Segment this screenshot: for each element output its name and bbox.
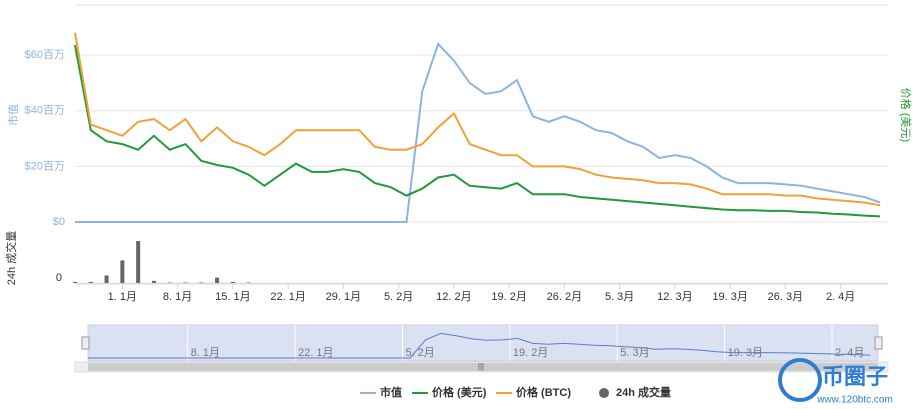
x-tick-label: 1. 1月 [108,291,137,303]
x-tick-label: 29. 1月 [326,291,361,303]
scrollbar-grip: ||| [478,362,484,371]
x-tick-label: 15. 1月 [215,291,250,303]
x-tick-label: 5. 2月 [384,291,413,303]
x-tick-label: 19. 3月 [712,291,747,303]
navigator-tick-label: 5. 2月 [405,347,434,359]
navigator-handle[interactable] [874,336,883,350]
y-tick-label: $60百万 [25,49,65,61]
navigator-tick-label: 8. 1月 [191,347,220,359]
x-tick-label: 12. 3月 [657,291,692,303]
y-tick-label: $20百万 [25,160,65,172]
y-tick-label: $0 [53,216,65,228]
series-line [74,32,881,207]
volume-bar [183,282,188,283]
watermark-url: www.120btc.com [816,395,893,406]
watermark: 币圈子 www.120btc.com [778,358,893,406]
volume-bar [199,282,204,283]
x-tick-label: 12. 2月 [436,291,471,303]
navigator-tick-label: 5. 3月 [620,347,649,359]
volume-bar [230,281,235,283]
volume-bar [104,275,109,283]
x-tick-label: 26. 3月 [768,291,803,303]
x-tick-label: 2. 4月 [826,291,855,303]
scrollbar-thumb[interactable] [88,363,878,371]
volume-bar [151,280,156,283]
series-line [75,42,881,223]
x-tick-label: 8. 1月 [163,291,192,303]
volume-bar [136,241,141,283]
legend-label[interactable]: 价格 (BTC) [516,385,571,399]
x-tick-label: 22. 1月 [270,291,305,303]
volume-bar [215,277,220,283]
volume-tick-label: 0 [56,272,62,284]
legend-label[interactable]: 市值 [380,385,402,399]
volume-bar [120,260,125,283]
logo [778,358,822,402]
volume-bar [73,281,77,283]
watermark-text: 币圈子 [822,364,888,389]
series-line [74,44,881,218]
y2-axis-label: 价格 (美元) [899,88,913,142]
legend-marker [599,388,609,398]
x-tick-label: 26. 2月 [547,291,582,303]
y-tick-label: $40百万 [25,105,65,117]
legend-label[interactable]: 价格 (美元) [432,385,487,399]
y-axis-label: 市值 [6,104,20,126]
navigator-tick-label: 19. 2月 [513,347,548,359]
volume-axis-label: 24h 成交量 [4,231,18,285]
legend-label[interactable]: 24h 成交量 [616,385,671,399]
navigator-selection[interactable] [88,325,878,361]
volume-bar [88,281,93,283]
navigator-line [88,332,871,359]
volume-bar [246,282,251,283]
navigator-handle[interactable] [81,336,90,350]
navigator-tick-label: 22. 1月 [298,347,333,359]
x-tick-label: 5. 3月 [605,291,634,303]
navigator-tick-label: 2. 4月 [835,347,864,359]
volume-bar [167,282,172,283]
x-tick-label: 19. 2月 [491,291,526,303]
